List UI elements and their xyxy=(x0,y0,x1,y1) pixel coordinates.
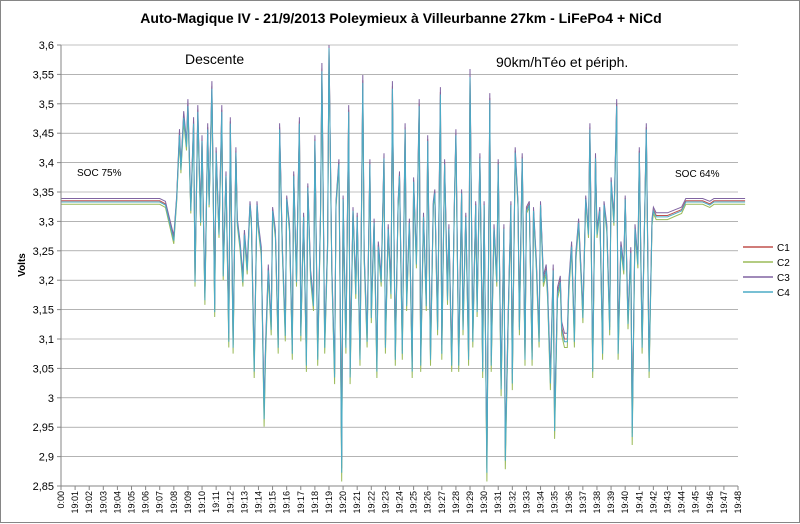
x-tick-label: 19:46 xyxy=(705,491,715,514)
x-tick-label: 19:13 xyxy=(239,491,249,514)
x-tick-label: 19:31 xyxy=(493,491,503,514)
y-tick-label: 3 xyxy=(48,393,54,405)
x-tick-label: 19:19 xyxy=(324,491,334,514)
x-tick-label: 19:43 xyxy=(662,491,672,514)
x-tick-label: 19:01 xyxy=(70,491,80,514)
x-tick-label: 19:33 xyxy=(521,491,531,514)
x-tick-label: 19:03 xyxy=(98,491,108,514)
x-tick-label: 19:16 xyxy=(282,491,292,514)
y-axis-label: Volts xyxy=(17,253,28,277)
annotation-soc75: SOC 75% xyxy=(77,168,122,179)
y-tick-label: 3,45 xyxy=(33,128,54,140)
x-axis-ticks: 0:00 19:01 19:02 19:03 19:04 19:05 19:06 19:07 1… xyxy=(56,486,743,514)
legend-label-c1: C1 xyxy=(777,243,790,254)
y-tick-label: 3,15 xyxy=(33,305,54,317)
grid-lines xyxy=(61,44,738,487)
x-tick-label: 19:12 xyxy=(225,491,235,514)
y-tick-label: 3,05 xyxy=(33,363,54,375)
legend-label-c2: C2 xyxy=(777,258,790,269)
x-tick-label: 19:41 xyxy=(634,491,644,514)
chart-title: Auto-Magique IV - 21/9/2013 Poleymieux à… xyxy=(140,10,661,26)
y-tick-label: 3,1 xyxy=(39,334,54,346)
x-tick-label: 19:37 xyxy=(578,491,588,514)
x-tick-label: 19:42 xyxy=(648,491,658,514)
x-tick-label: 19:45 xyxy=(691,491,701,514)
legend: C1 C2 C3 C4 xyxy=(743,243,790,299)
x-tick-label: 19:14 xyxy=(253,491,263,514)
x-tick-label: 19:34 xyxy=(536,491,546,514)
x-tick-label: 19:04 xyxy=(112,491,122,514)
y-tick-label: 3,4 xyxy=(39,158,54,170)
x-tick-label: 19:47 xyxy=(719,491,729,514)
annotation-speed: 90km/hTéo et périph. xyxy=(496,54,628,70)
x-tick-label: 19:20 xyxy=(338,491,348,514)
x-tick-label: 19:25 xyxy=(409,491,419,514)
x-tick-label: 19:48 xyxy=(733,491,743,514)
series-line-c4 xyxy=(61,47,746,473)
x-tick-label: 19:36 xyxy=(564,491,574,514)
x-tick-label: 19:24 xyxy=(395,491,405,514)
x-tick-label: 19:27 xyxy=(437,491,447,514)
y-tick-label: 3,2 xyxy=(39,275,54,287)
x-tick-label: 19:15 xyxy=(268,491,278,514)
y-tick-label: 2,85 xyxy=(33,481,54,493)
series-line-c3 xyxy=(61,44,746,460)
legend-label-c3: C3 xyxy=(777,273,790,284)
x-tick-label: 19:08 xyxy=(169,491,179,514)
x-tick-label: 19:38 xyxy=(592,491,602,514)
x-tick-label: 19:30 xyxy=(479,491,489,514)
x-tick-label: 19:17 xyxy=(296,491,306,514)
x-tick-label: 19:40 xyxy=(620,491,630,514)
x-tick-label: 19:28 xyxy=(451,491,461,514)
annotation-descente: Descente xyxy=(185,51,244,67)
x-tick-label: 19:18 xyxy=(310,491,320,514)
x-tick-label: 0:00 xyxy=(56,491,66,509)
y-axis-ticks: 2,85 2,9 2,95 3 3,05 3,1 3,15 3,2 3,25 3,3 3,35 3,4… xyxy=(33,40,61,493)
legend-label-c4: C4 xyxy=(777,288,790,299)
x-tick-label: 19:11 xyxy=(211,491,221,513)
y-tick-label: 3,25 xyxy=(33,246,54,258)
x-tick-label: 19:23 xyxy=(380,491,390,514)
x-tick-label: 19:44 xyxy=(677,491,687,514)
series-lines xyxy=(61,44,746,482)
y-tick-label: 3,55 xyxy=(33,69,54,81)
x-tick-label: 19:32 xyxy=(507,491,517,514)
x-tick-label: 19:29 xyxy=(465,491,475,514)
y-tick-label: 3,3 xyxy=(39,216,54,228)
x-tick-label: 19:06 xyxy=(141,491,151,514)
y-tick-label: 3,35 xyxy=(33,187,54,199)
x-tick-label: 19:07 xyxy=(155,491,165,514)
y-tick-label: 3,5 xyxy=(39,99,54,111)
x-tick-label: 19:21 xyxy=(352,491,362,514)
x-tick-label: 19:35 xyxy=(550,491,560,514)
y-tick-label: 2,95 xyxy=(33,422,54,434)
x-tick-label: 19:09 xyxy=(183,491,193,514)
x-tick-label: 19:39 xyxy=(606,491,616,514)
x-tick-label: 19:02 xyxy=(84,491,94,514)
x-tick-label: 19:05 xyxy=(127,491,137,514)
x-tick-label: 19:10 xyxy=(197,491,207,514)
annotation-soc64: SOC 64% xyxy=(675,169,720,180)
x-tick-label: 19:26 xyxy=(423,491,433,514)
y-tick-label: 3,6 xyxy=(39,40,54,52)
x-tick-label: 19:22 xyxy=(366,491,376,514)
y-tick-label: 2,9 xyxy=(39,452,54,464)
